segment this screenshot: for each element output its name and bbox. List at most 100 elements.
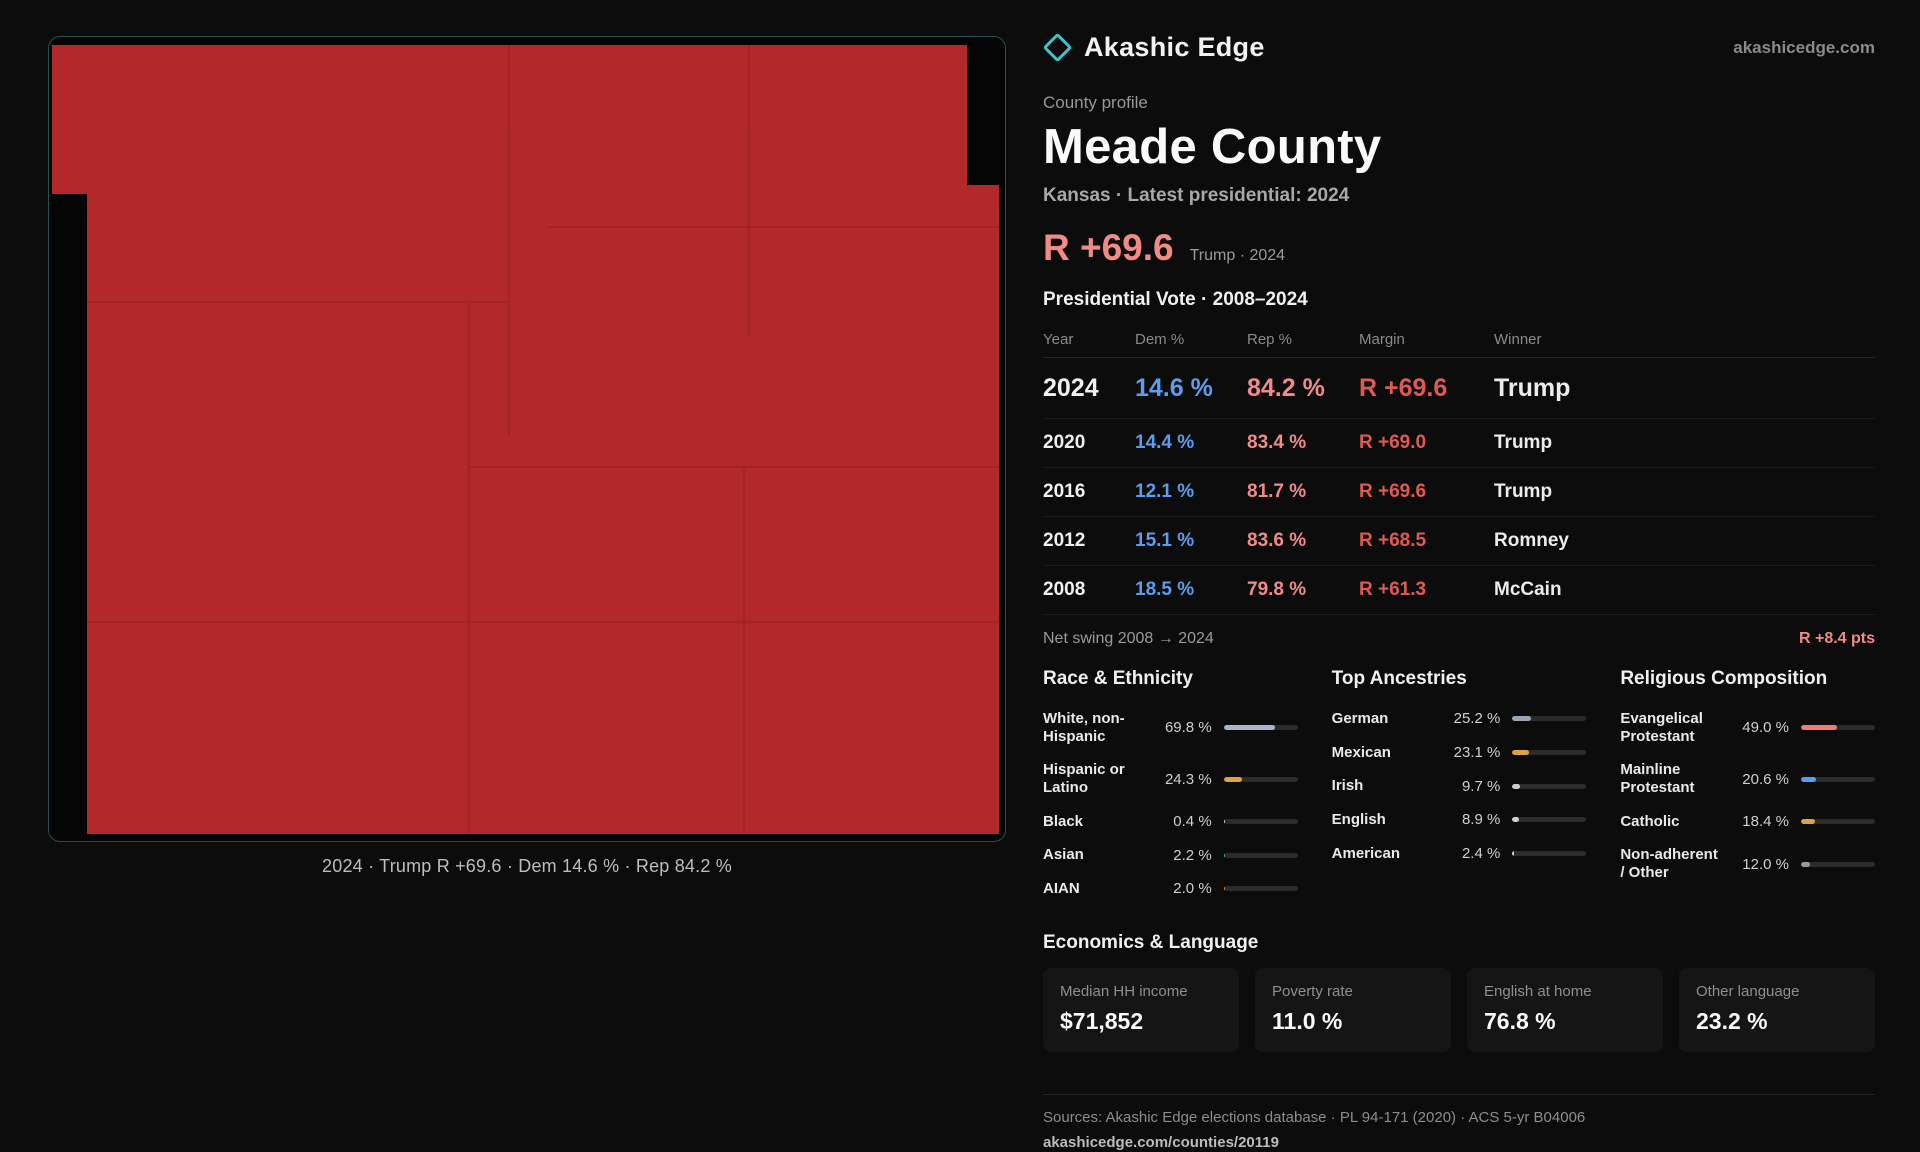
table-row-year: 2012 [1043,517,1135,566]
table-row-dem: 14.4 % [1135,419,1247,468]
table-row-dem: 18.5 % [1135,566,1247,615]
item-label: White, non-Hispanic [1043,710,1125,745]
bar-track [1512,851,1587,857]
item-value: 0.4 % [1173,813,1212,831]
table-row-year: 2020 [1043,419,1135,468]
headline-margin-value: R +69.6 [1043,227,1174,268]
table-row-year: 2016 [1043,468,1135,517]
stat-label: English at home [1484,982,1592,1000]
permalink[interactable]: akashicedge.com/counties/20119 [1043,1133,1279,1151]
bar-fill [1223,725,1276,731]
col-header-winner: Winner [1494,321,1875,358]
headline-margin-block: R +69.6 Trump · 2024 [1043,227,1875,269]
religion-column: Religious Composition Evangelical Protes… [1620,668,1875,906]
bar-track [1223,886,1298,892]
table-row-dem: 12.1 % [1135,468,1247,517]
bar-fill [1512,750,1530,756]
demographics-section: Race & Ethnicity White, non-Hispanic 69.… [1043,668,1875,906]
item-label: Evangelical Protestant [1620,710,1703,745]
col-header-margin: Margin [1359,321,1494,358]
item-value: 12.0 % [1742,855,1789,873]
table-row-rep: 83.4 % [1247,419,1359,468]
precinct-lines [87,45,999,834]
bar-track [1223,776,1298,782]
brand-domain-link[interactable]: akashicedge.com [1733,37,1875,57]
bar-track [1223,725,1298,731]
list-item: Asian 2.2 % [1043,838,1298,872]
bar-track [1512,750,1587,756]
table-row-margin: R +61.3 [1359,566,1494,615]
bar-track [1801,819,1875,825]
item-label: Catholic [1620,812,1680,830]
bar-track [1512,716,1587,722]
item-label: German [1331,710,1389,727]
stat-card: Other language 23.2 % [1679,967,1875,1052]
list-item: Irish 9.7 % [1332,769,1587,803]
bar-track [1512,817,1587,823]
brand-diamond-icon [1042,32,1073,63]
sources-text: Sources: Akashic Edge elections database… [1043,1108,1586,1126]
subtitle: Kansas · Latest presidential: 2024 [1043,185,1350,206]
table-row-winner: Trump [1494,419,1875,468]
item-label: American [1331,844,1401,862]
item-value: 18.4 % [1742,813,1789,831]
race-ethnicity-column: Race & Ethnicity White, non-Hispanic 69.… [1043,668,1298,906]
bar-fill [1223,886,1226,892]
bar-fill [1223,852,1226,858]
stat-label: Poverty rate [1272,982,1353,1000]
list-item: Catholic 18.4 % [1620,805,1875,839]
stat-value: $71,852 [1060,1007,1144,1034]
bar-track [1512,783,1587,789]
table-row-year: 2008 [1043,566,1135,615]
item-value: 49.0 % [1742,719,1789,737]
bar-track [1801,725,1875,731]
vote-table-title: Presidential Vote · 2008–2024 [1043,289,1308,310]
bar-fill [1801,819,1815,825]
item-value: 69.8 % [1164,719,1212,737]
item-label: Black [1043,812,1084,830]
headline-margin-note: Trump · 2024 [1189,247,1286,264]
table-row-year: 2024 [1043,358,1135,419]
list-item: AIAN 2.0 % [1043,872,1298,906]
bar-fill [1512,716,1531,722]
table-row-rep: 84.2 % [1247,358,1359,419]
county-map-svg [52,45,999,834]
table-row-winner: Trump [1494,358,1875,419]
item-label: English [1331,811,1386,829]
county-map-panel [48,36,1006,842]
stat-card: Poverty rate 11.0 % [1255,967,1451,1052]
stat-label: Median HH income [1060,982,1188,1000]
list-item: Hispanic or Latino 24.3 % [1043,753,1298,804]
table-row-winner: Trump [1494,468,1875,517]
bar-fill [1512,851,1515,857]
item-value: 24.3 % [1164,770,1212,788]
bar-track [1801,861,1875,867]
table-row-rep: 79.8 % [1247,566,1359,615]
footer: Sources: Akashic Edge elections database… [1043,1093,1875,1152]
list-item: Evangelical Protestant 49.0 % [1620,702,1875,753]
table-row-margin: R +68.5 [1359,517,1494,566]
item-value: 2.2 % [1173,846,1212,864]
religion-title: Religious Composition [1620,668,1828,689]
bar-fill [1512,783,1520,789]
item-value: 9.7 % [1461,777,1501,795]
profile-panel: Akashic Edge akashicedge.com County prof… [1042,32,1875,1152]
list-item: Black 0.4 % [1043,805,1298,839]
item-label: Asian [1043,846,1084,864]
ancestries-column: Top Ancestries German 25.2 % Mexican 23.… [1332,668,1587,906]
bar-fill [1801,776,1817,782]
item-label: Mainline Protestant [1620,761,1695,797]
table-row-rep: 83.6 % [1247,517,1359,566]
economics-title: Economics & Language [1043,931,1259,953]
table-row-winner: Romney [1494,517,1875,566]
vote-table: Year Dem % Rep % Margin Winner 2024 14.6… [1043,321,1875,615]
item-value: 23.1 % [1453,744,1501,762]
bar-fill [1801,725,1838,731]
stat-value: 11.0 % [1272,1007,1343,1034]
table-row-dem: 15.1 % [1135,517,1247,566]
bar-track [1801,776,1875,782]
stat-label: Other language [1696,982,1800,1000]
county-shape [52,45,999,834]
map-caption: 2024 · Trump R +69.6 · Dem 14.6 % · Rep … [322,856,732,876]
table-row-winner: McCain [1494,566,1875,615]
